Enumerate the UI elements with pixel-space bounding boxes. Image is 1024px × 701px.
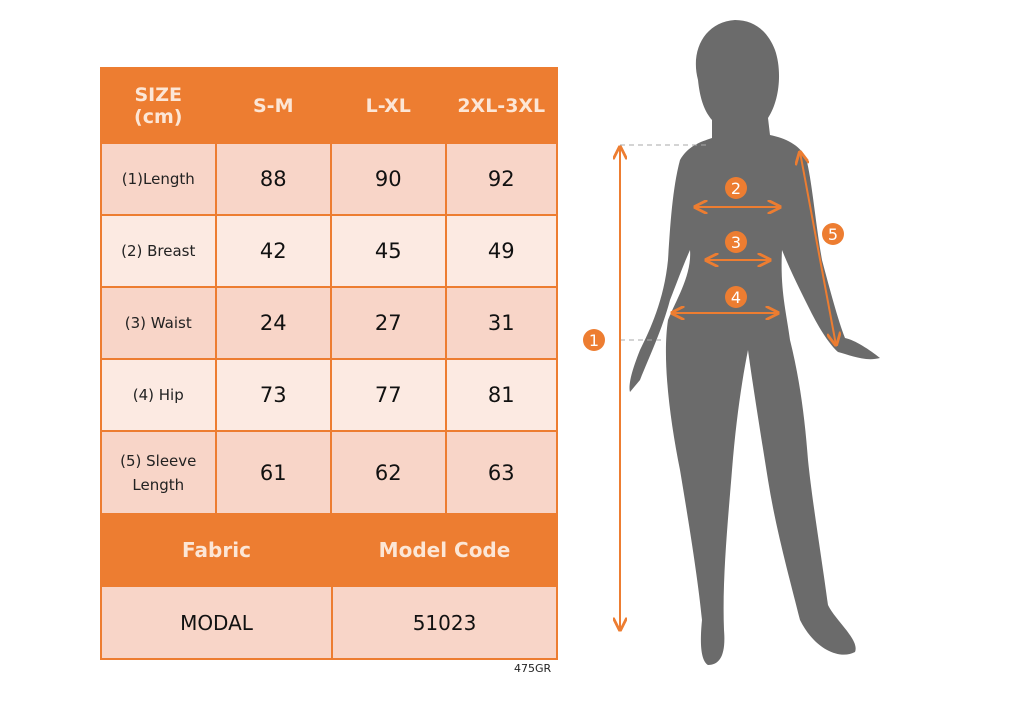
table-row: (2) Breast 42 45 49 [102, 216, 557, 288]
size-chart-table: SIZE (cm) S-M L-XL 2XL-3XL (1)Length 88 9… [100, 67, 558, 660]
marker-1: 1 [583, 329, 605, 351]
header-size-line2: (cm) [134, 105, 183, 128]
model-code-header: Model Code [333, 515, 556, 587]
row-label: (4) Hip [102, 360, 217, 432]
cell-value: 90 [332, 144, 447, 216]
svg-text:3: 3 [731, 233, 741, 252]
header-l-xl: L-XL [332, 69, 447, 144]
marker-3: 3 [725, 231, 747, 253]
table-row: (1)Length 88 90 92 [102, 144, 557, 216]
header-s-m: S-M [216, 69, 332, 144]
cell-value: 45 [332, 216, 447, 288]
table-row: (3) Waist 24 27 31 [102, 288, 557, 360]
cell-value: 61 [216, 432, 332, 515]
cell-value: 81 [446, 360, 557, 432]
model-code-value: 51023 [333, 587, 556, 658]
cell-value: 88 [216, 144, 332, 216]
fabric-header: Fabric [102, 515, 333, 587]
svg-text:2: 2 [731, 179, 741, 198]
row-label-line2: Length [132, 475, 185, 494]
cell-value: 77 [332, 360, 447, 432]
cell-value: 73 [216, 360, 332, 432]
table-row: (5) Sleeve Length 61 62 63 [102, 432, 557, 515]
table-row: (4) Hip 73 77 81 [102, 360, 557, 432]
svg-text:4: 4 [731, 288, 741, 307]
marker-4: 4 [725, 286, 747, 308]
header-size-line1: SIZE [134, 83, 182, 106]
svg-text:1: 1 [589, 331, 599, 350]
row-label: (1)Length [102, 144, 217, 216]
female-silhouette [629, 20, 880, 665]
header-2xl-3xl: 2XL-3XL [446, 69, 557, 144]
sleeve-arrow [800, 152, 836, 345]
cell-value: 62 [332, 432, 447, 515]
cell-value: 31 [446, 288, 557, 360]
header-size: SIZE (cm) [102, 69, 217, 144]
cell-value: 24 [216, 288, 332, 360]
marker-2: 2 [725, 177, 747, 199]
cell-value: 27 [332, 288, 447, 360]
row-label: (5) Sleeve Length [102, 432, 217, 515]
row-label: (2) Breast [102, 216, 217, 288]
cell-value: 42 [216, 216, 332, 288]
fabric-value: MODAL [102, 587, 333, 658]
row-label: (3) Waist [102, 288, 217, 360]
footer-value-row: MODAL 51023 [102, 587, 556, 658]
footer-header-row: Fabric Model Code [102, 515, 556, 587]
product-code: 475GR [514, 662, 552, 675]
table-header-row: SIZE (cm) S-M L-XL 2XL-3XL [102, 69, 557, 144]
row-label-line1: (5) Sleeve [120, 451, 197, 470]
cell-value: 63 [446, 432, 557, 515]
cell-value: 92 [446, 144, 557, 216]
svg-text:5: 5 [828, 225, 838, 244]
marker-5: 5 [822, 223, 844, 245]
cell-value: 49 [446, 216, 557, 288]
